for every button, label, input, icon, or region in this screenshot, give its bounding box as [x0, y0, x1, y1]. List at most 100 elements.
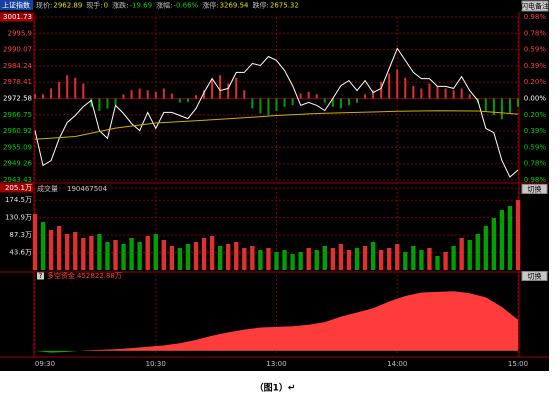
breadth-bar [227, 83, 230, 99]
y2-tick-label: 0.39% [524, 127, 547, 135]
breadth-bar [90, 98, 93, 107]
volume-bar [65, 234, 70, 270]
volume-bar [153, 234, 158, 270]
volume-bar [314, 250, 319, 270]
y-tick-label: 174.5万 [5, 196, 32, 204]
volume-bar [338, 244, 344, 270]
breadth-bar [460, 88, 463, 99]
volume-bar [387, 248, 392, 270]
y-tick-label: 2984.24 [3, 62, 32, 70]
volume-bar [169, 246, 175, 270]
breadth-bar [388, 73, 391, 99]
volume-bar [483, 226, 488, 270]
y-tick-label: 2972.58 [3, 95, 32, 103]
volume-bar [515, 200, 521, 270]
breadth-bar [428, 83, 431, 99]
y-tick-label: 2949.26 [3, 160, 32, 168]
breadth-bar [404, 77, 407, 99]
breadth-bar [154, 91, 157, 99]
y-tick-label: 2978.41 [3, 78, 32, 86]
volume-bar [322, 246, 327, 270]
volume-bar [234, 242, 239, 270]
volume-bar [370, 242, 376, 270]
help-icon [37, 272, 44, 280]
breadth-bar [436, 86, 439, 99]
quote-label: 现手: [86, 1, 102, 10]
x-tick-label: 09:30 [35, 360, 55, 368]
volume-bar [266, 248, 271, 270]
breadth-bar [517, 98, 519, 107]
note-button[interactable] [521, 0, 549, 12]
volume-bar [330, 248, 336, 270]
help-icon-glyph: ? [39, 272, 43, 280]
y2-tick-label: 0.20% [524, 111, 547, 119]
volume-bar [209, 236, 215, 270]
quote-label: 涨停: [202, 1, 218, 10]
switch-button[interactable] [521, 184, 548, 194]
volume-bar [48, 230, 54, 270]
y2-tick-label: 0.98% [524, 176, 547, 184]
volume-bar [443, 252, 448, 270]
volume-bar [354, 248, 360, 270]
breadth-bar [74, 77, 77, 99]
breadth-bar [259, 98, 262, 114]
volume-bar [306, 248, 311, 270]
volume-bar [242, 248, 247, 270]
volume-bar [274, 252, 279, 270]
volume-bar [145, 236, 150, 270]
volume-bar [226, 244, 231, 270]
volume-bar [362, 246, 368, 270]
breadth-bar [331, 98, 334, 107]
breadth-bar [307, 91, 310, 99]
quote-label: 涨跌: [112, 1, 128, 10]
breadth-bar [82, 83, 85, 99]
breadth-bar [98, 98, 101, 111]
volume-bar [435, 256, 440, 270]
volume-bar [346, 250, 352, 270]
volume-bar [419, 250, 424, 270]
breadth-bar [380, 81, 383, 99]
x-tick-label: 14:00 [387, 360, 407, 368]
breadth-bar [178, 98, 181, 103]
fund-area-positive [35, 291, 518, 351]
y-tick-label: 130.9万 [5, 214, 32, 222]
volume-bar [491, 218, 497, 270]
volume-bar [113, 240, 118, 270]
panel-title: 多空资金 [47, 271, 75, 280]
quote-label: 跌停: [253, 1, 269, 10]
volume-bar [40, 222, 46, 270]
quote-label: 现价: [36, 2, 52, 10]
volume-bar [56, 226, 62, 270]
breadth-bar [283, 98, 286, 107]
breadth-bar [492, 98, 495, 116]
quote-bar: 现价:2962.89 现手:0 涨跌:-19.69 涨幅:-0.66% 涨停:3269.… [36, 1, 299, 10]
quote-value: 3269.54 [220, 2, 249, 10]
volume-bar [451, 246, 456, 270]
volume-bar [177, 248, 183, 270]
volume-bar [403, 252, 408, 270]
x-tick-label: 10:30 [146, 360, 166, 368]
y2-tick-label: 0.59% [524, 45, 547, 53]
breadth-bar [235, 77, 238, 99]
volume-bar [89, 236, 94, 270]
switch-button-label[interactable]: 切换 [528, 272, 542, 281]
breadth-bar [219, 75, 222, 99]
fund-area-negative [35, 350, 79, 353]
breadth-bar [243, 90, 246, 99]
breadth-bar [58, 81, 61, 99]
breadth-bar [34, 94, 36, 99]
volume-bar [129, 238, 134, 270]
breadth-bar [146, 90, 149, 99]
breadth-bar [468, 94, 471, 99]
breadth-bar [364, 94, 367, 99]
breadth-bar [420, 88, 423, 99]
breadth-bar [138, 88, 141, 99]
switch-button-label[interactable]: 切换 [528, 185, 542, 194]
volume-bar [137, 242, 142, 270]
note-button-label[interactable]: 闪电备注 [521, 2, 549, 11]
breadth-bar [211, 80, 214, 99]
volume-bar [217, 246, 223, 270]
y2-tick-label: 0.00% [524, 95, 547, 103]
switch-button[interactable] [521, 271, 548, 281]
y2-tick-label: 0.78% [524, 30, 547, 38]
